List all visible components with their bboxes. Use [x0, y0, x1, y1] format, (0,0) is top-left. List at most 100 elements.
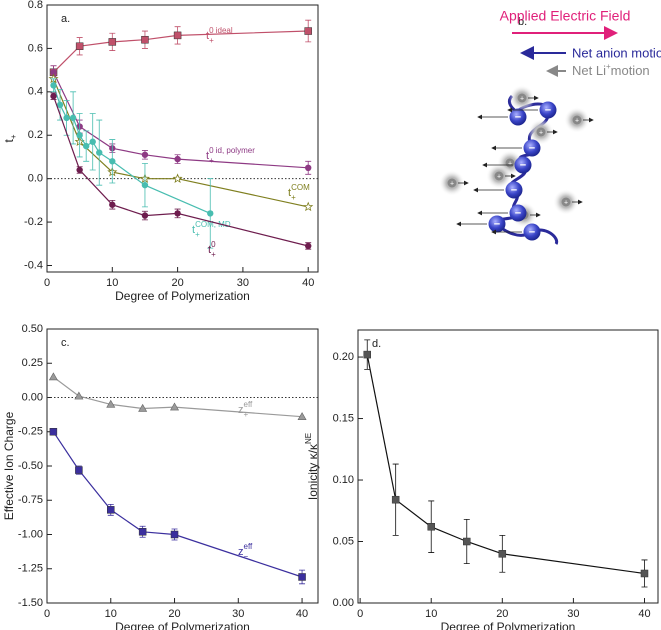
anion-bead	[523, 223, 541, 241]
cation-bead	[572, 115, 582, 125]
y-tick-label: -1.25	[18, 563, 43, 575]
marker	[427, 523, 435, 531]
x-tick-label: 30	[567, 608, 579, 620]
label-main: t	[208, 244, 211, 256]
cation-text: motion	[611, 63, 650, 78]
series-line	[52, 78, 309, 208]
anion-bead	[514, 156, 532, 174]
marker	[207, 210, 214, 217]
marker	[50, 92, 57, 100]
marker	[141, 151, 149, 158]
cation-sign: +	[564, 199, 568, 206]
label-sub: +	[209, 36, 214, 45]
label-main: t	[288, 187, 291, 199]
plot-frame	[46, 328, 319, 604]
cation-bead	[517, 93, 527, 103]
marker	[109, 201, 116, 208]
series-line	[52, 85, 211, 214]
marker	[48, 372, 58, 381]
label-sup: COM, MD	[195, 220, 231, 229]
y-tick-label: -0.25	[18, 426, 43, 438]
x-tick-label: 40	[638, 608, 650, 620]
label-sub: +	[9, 134, 18, 139]
marker	[141, 212, 149, 219]
label-main: t	[192, 224, 195, 236]
marker	[170, 530, 179, 539]
marker	[75, 466, 83, 474]
marker	[56, 101, 64, 109]
cation-sign: +	[497, 173, 501, 180]
cation-sign: +	[520, 95, 524, 102]
anion-sign: −	[529, 142, 535, 154]
y-tick-label: -0.50	[18, 460, 43, 472]
label-main: Ionicity κ/κ	[306, 443, 320, 500]
marker	[303, 201, 314, 212]
panel-label: b.	[518, 16, 527, 28]
label-sub: +	[195, 230, 200, 239]
anion-bead	[505, 181, 523, 199]
anion-sign: −	[515, 207, 521, 219]
y-tick-label: -0.75	[18, 494, 43, 506]
marker	[106, 399, 116, 408]
marker	[498, 550, 507, 558]
x-tick-label: 20	[168, 608, 180, 620]
marker	[76, 166, 83, 174]
y-tick-label: 0.50	[22, 323, 43, 335]
cation-bead	[447, 178, 457, 188]
label-sup: eff	[244, 542, 254, 551]
series-label: t0 +	[208, 240, 216, 259]
marker	[141, 181, 149, 189]
series-label: Effective Ion Charge	[2, 411, 16, 520]
anion-bead	[539, 101, 557, 119]
y-tick-label: 0.4	[28, 86, 43, 98]
anion-label: Net anion motion	[572, 45, 661, 60]
marker	[297, 412, 307, 420]
x-tick-label: 0	[44, 608, 50, 620]
y-axis-label: t+	[2, 134, 18, 142]
marker	[174, 210, 181, 217]
anion-sign: −	[494, 218, 500, 230]
cation-sign: +	[539, 129, 543, 136]
marker	[50, 82, 57, 89]
cation-bead	[494, 171, 504, 181]
marker	[96, 149, 103, 156]
marker	[89, 138, 96, 145]
marker	[174, 155, 181, 163]
y-tick-label: 0.0	[28, 173, 43, 185]
y-tick-label: -0.4	[24, 259, 43, 271]
marker	[640, 569, 649, 578]
series-label: Ionicity κ/κNE	[304, 433, 320, 500]
label-main: z	[238, 404, 244, 416]
label-sup: 0	[211, 240, 216, 249]
marker	[391, 495, 400, 504]
x-tick-label: 10	[105, 608, 117, 620]
y-tick-label: -0.2	[24, 216, 43, 228]
series-label: t+	[2, 134, 18, 142]
field-label: Applied Electric Field	[500, 8, 631, 24]
panel-label: d.	[372, 338, 381, 350]
anion-bead	[509, 108, 527, 126]
y-tick-label: 0.00	[22, 391, 43, 403]
series-label: t0 id, polymer +	[206, 146, 255, 165]
marker	[138, 403, 148, 412]
series-line	[52, 431, 303, 578]
cation-bead	[536, 127, 546, 137]
diagram: b. Applied Electric Field Net anion moti…	[439, 8, 661, 245]
marker	[141, 35, 149, 44]
label-sub: +	[244, 410, 249, 419]
marker	[75, 42, 84, 50]
marker	[138, 528, 147, 536]
anion-sign: −	[520, 159, 526, 171]
marker	[298, 573, 306, 581]
series-line	[53, 376, 303, 418]
marker	[76, 132, 83, 139]
y-tick-label: 0.00	[333, 597, 354, 609]
x-tick-label: 30	[237, 277, 249, 289]
anion-sign: −	[511, 184, 517, 196]
series-line	[52, 95, 309, 247]
label-main: t	[2, 139, 16, 143]
x-tick-label: 0	[357, 608, 363, 620]
cation-sup: +	[606, 62, 611, 71]
anion-bead	[488, 215, 506, 233]
